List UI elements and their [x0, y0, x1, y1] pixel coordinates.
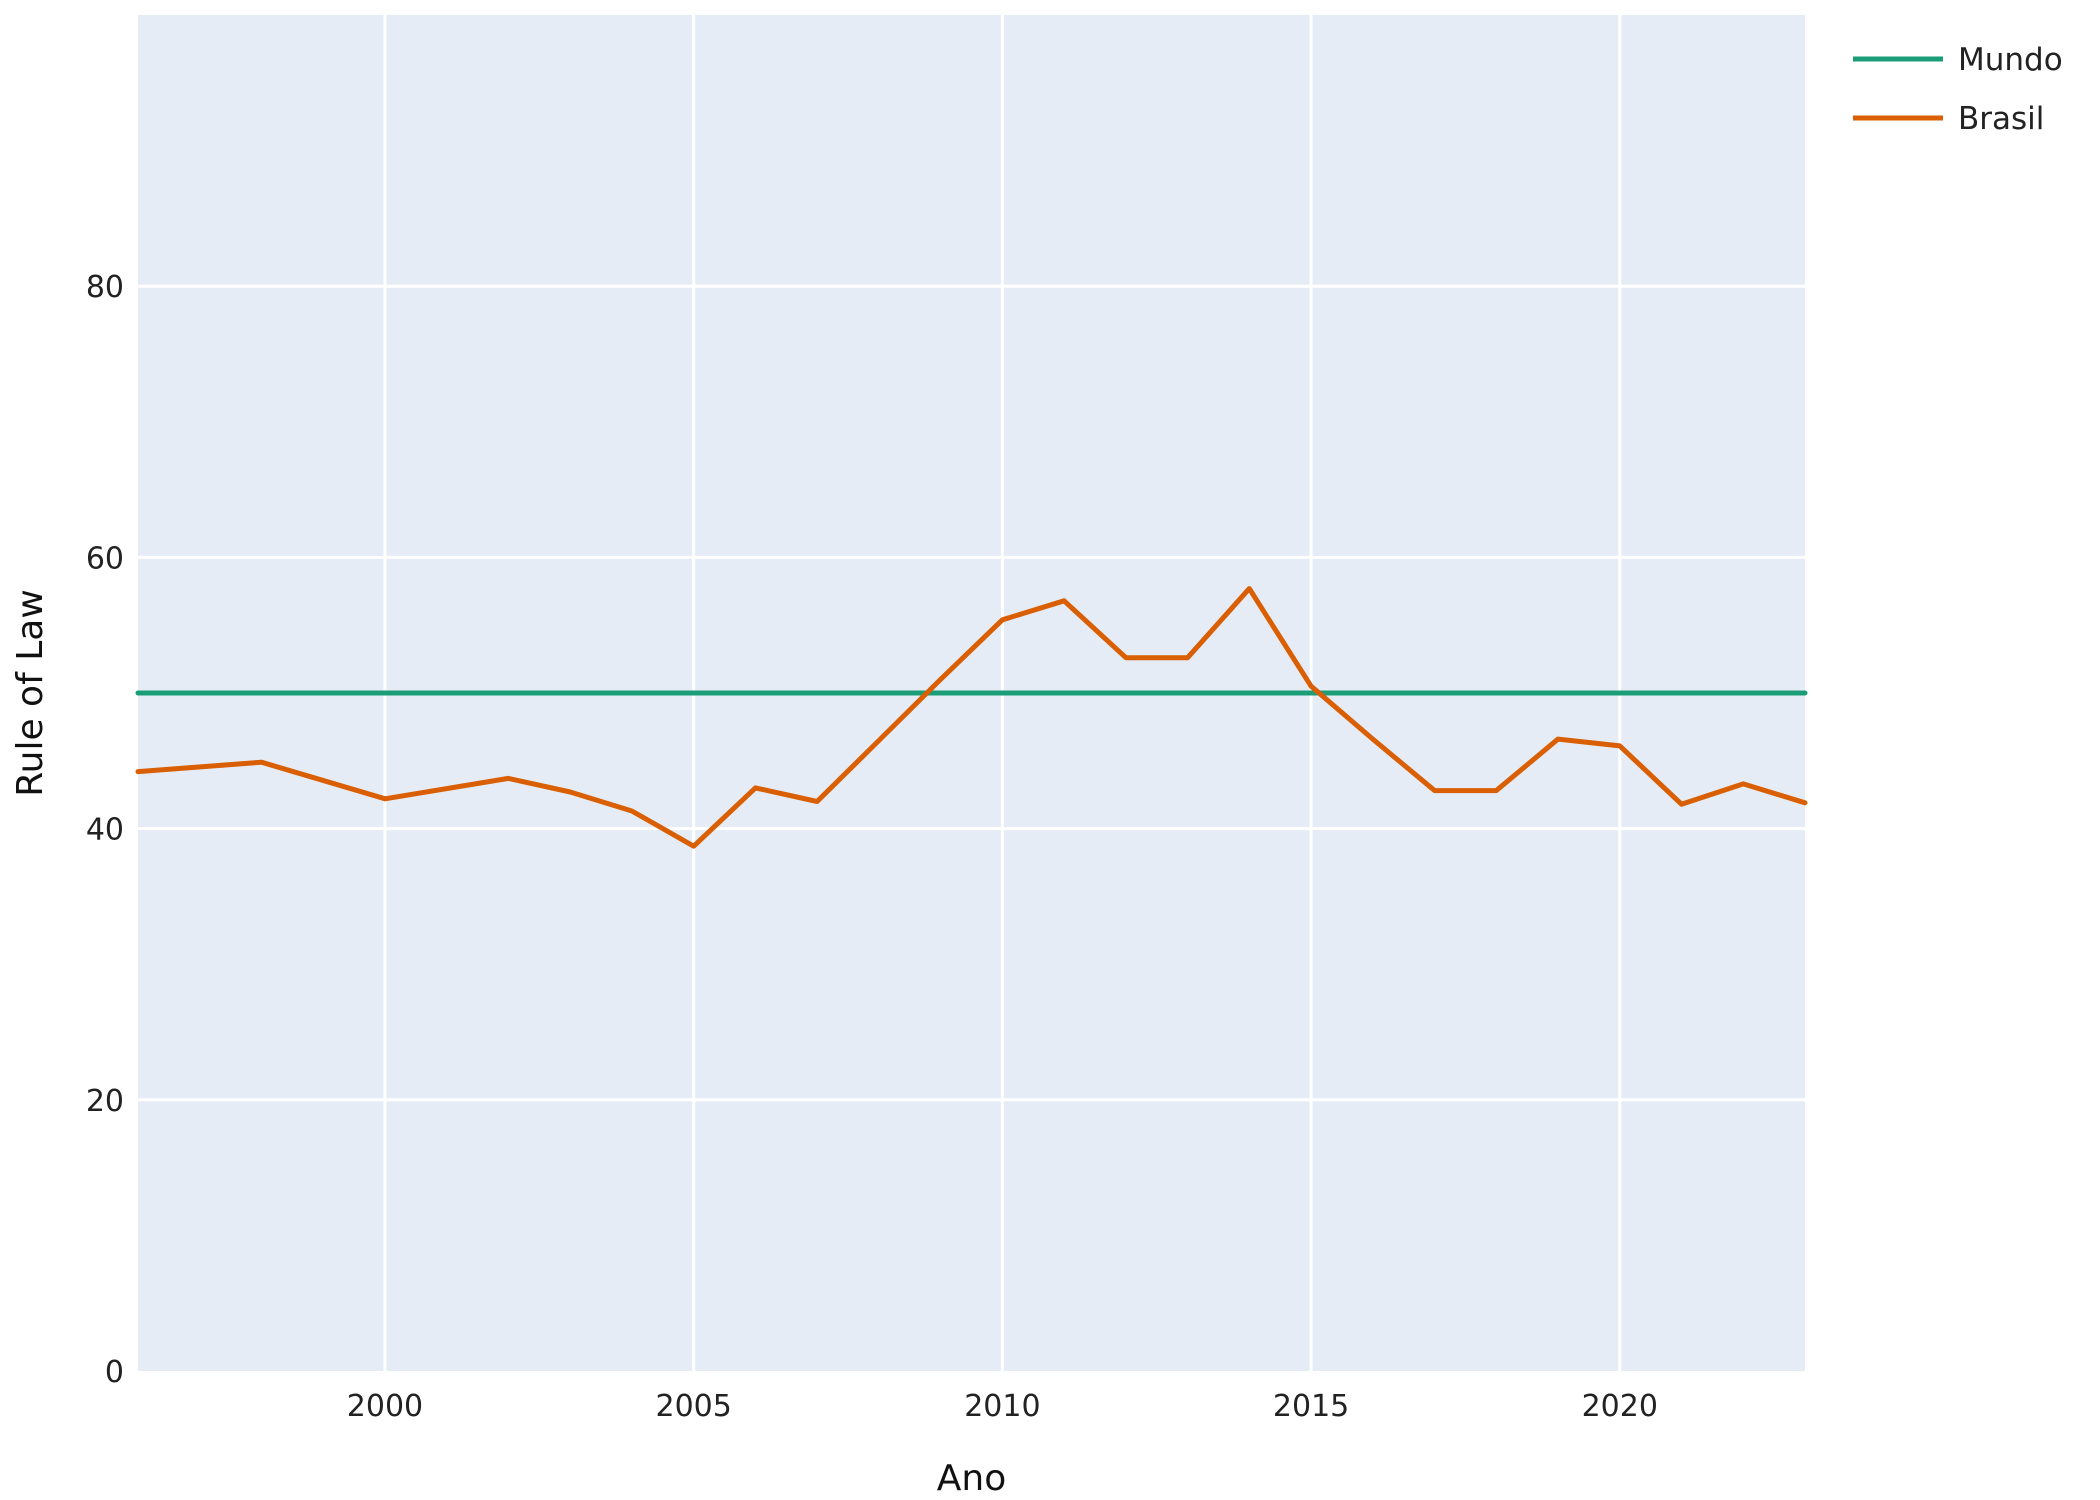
x-axis-title: Ano: [937, 1458, 1006, 1499]
y-tick-label: 20: [86, 1084, 124, 1119]
legend-item-mundo[interactable]: Mundo: [1853, 42, 2063, 78]
y-tick-label: 40: [86, 813, 124, 848]
legend-label: Mundo: [1958, 42, 2063, 78]
x-tick-label: 2020: [1582, 1389, 1658, 1424]
y-axis-title: Rule of Law: [10, 589, 51, 797]
legend-item-brasil[interactable]: Brasil: [1853, 101, 2044, 137]
y-tick-label: 60: [86, 541, 124, 576]
legend-label: Brasil: [1958, 101, 2044, 137]
series-line-brasil: [135, 586, 1808, 849]
y-tick-label: 0: [105, 1355, 124, 1390]
x-tick-label: 2000: [347, 1389, 423, 1424]
series-lines: [135, 586, 1808, 849]
x-tick-label: 2010: [964, 1389, 1040, 1424]
x-tick-label: 2015: [1273, 1389, 1349, 1424]
y-axis-ticks: 0 20 40 60 80: [86, 270, 124, 1390]
y-tick-label: 80: [86, 270, 124, 305]
legend[interactable]: Mundo Brasil: [1853, 42, 2063, 137]
x-tick-label: 2005: [655, 1389, 731, 1424]
x-axis-ticks: 2000 2005 2010 2015 2020: [347, 1389, 1658, 1424]
